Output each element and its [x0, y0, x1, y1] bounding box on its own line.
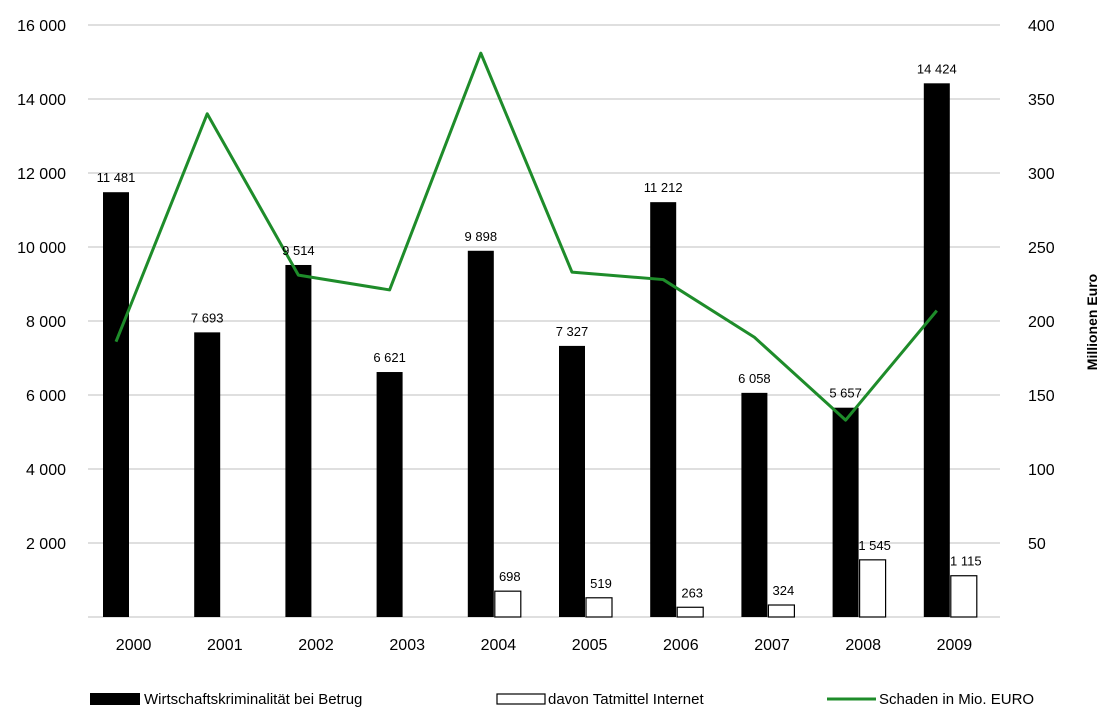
legend-label-internet: davon Tatmittel Internet — [548, 691, 704, 708]
data-label-internet-2004: 698 — [499, 569, 521, 584]
left-axis-tick-label: 8 000 — [26, 314, 66, 331]
right-axis-tick-labels: 50 100 150 200 250 300 350 400 — [1028, 18, 1055, 553]
left-axis-tick-label: 10 000 — [17, 240, 66, 257]
bar-fraud-2006 — [650, 202, 677, 617]
bar-internet-2007 — [767, 604, 796, 618]
right-axis-tick-label: 200 — [1028, 314, 1055, 331]
bar-fraud-2000 — [103, 192, 129, 617]
data-label-fraud-2007: 6 058 — [738, 371, 771, 386]
x-axis-tick-label: 2000 — [116, 637, 152, 654]
data-label-internet-2006: 263 — [681, 585, 703, 600]
data-labels: 11 481 7 693 9 514 6 621 9 898 698 7 327 519 11 … — [97, 61, 982, 600]
bar-fraud-2002 — [285, 264, 312, 617]
bar-internet-2004 — [494, 590, 522, 618]
x-axis-tick-label: 2006 — [663, 637, 699, 654]
bars — [103, 83, 978, 618]
data-label-fraud-2006: 11 212 — [644, 180, 683, 195]
x-axis-tick-label: 2002 — [298, 637, 334, 654]
bar-internet-2005 — [585, 597, 613, 618]
bar-internet-2008 — [858, 559, 887, 618]
x-axis-tick-label: 2007 — [754, 637, 790, 654]
right-axis-tick-label: 50 — [1028, 536, 1046, 553]
legend-swatch-internet — [496, 693, 546, 705]
x-axis-tick-label: 2005 — [572, 637, 608, 654]
bar-fraud-2004 — [467, 250, 494, 618]
damage-line-series — [114, 51, 938, 422]
x-axis-tick-labels: 2000 2001 2002 2003 2004 2005 2006 2007 2008 2009 — [116, 637, 972, 654]
data-label-fraud-2000: 11 481 — [97, 170, 136, 185]
bar-internet-2006 — [676, 606, 704, 618]
legend-label-fraud: Wirtschaftskriminalität bei Betrug — [144, 691, 362, 708]
bar-fraud-2003 — [376, 372, 403, 617]
data-label-internet-2007: 324 — [773, 583, 795, 598]
bar-fraud-2008 — [832, 407, 859, 617]
x-axis-tick-label: 2009 — [937, 637, 973, 654]
left-axis-tick-labels: 2 000 4 000 6 000 8 000 10 000 12 000 14 000 16… — [17, 18, 66, 553]
data-label-fraud-2002: 9 514 — [282, 243, 315, 258]
data-label-internet-2009: 1 115 — [950, 554, 982, 569]
data-label-internet-2005: 519 — [590, 576, 612, 591]
data-label-fraud-2004: 9 898 — [465, 229, 498, 244]
bar-internet-2009 — [950, 575, 978, 618]
gridlines — [88, 24, 1000, 618]
left-axis-tick-label: 4 000 — [26, 462, 66, 479]
x-axis-tick-label: 2003 — [389, 637, 425, 654]
data-label-fraud-2003: 6 621 — [373, 350, 406, 365]
right-axis-tick-label: 250 — [1028, 240, 1055, 257]
legend-swatch-fraud — [90, 693, 140, 705]
data-label-fraud-2009: 14 424 — [917, 61, 957, 76]
right-axis-tick-label: 400 — [1028, 18, 1055, 35]
right-axis-label: Millionen Euro — [1084, 274, 1100, 370]
x-axis-tick-label: 2001 — [207, 637, 243, 654]
legend-label-damage: Schaden in Mio. EURO — [879, 691, 1034, 708]
data-label-fraud-2001: 7 693 — [191, 310, 224, 325]
bar-fraud-2001 — [194, 332, 221, 617]
data-label-fraud-2008: 5 657 — [829, 386, 862, 401]
left-axis-tick-label: 6 000 — [26, 388, 66, 405]
left-axis-tick-label: 16 000 — [17, 18, 66, 35]
damage-line — [114, 51, 938, 422]
right-axis-tick-label: 100 — [1028, 462, 1055, 479]
x-axis-tick-label: 2004 — [481, 637, 517, 654]
left-axis-tick-label: 14 000 — [17, 92, 66, 109]
bar-fraud-2007 — [741, 392, 768, 617]
bar-fraud-2005 — [559, 345, 585, 617]
right-axis-tick-label: 150 — [1028, 388, 1055, 405]
data-label-internet-2008: 1 545 — [858, 538, 891, 553]
data-label-fraud-2005: 7 327 — [556, 324, 589, 339]
left-axis-tick-label: 12 000 — [17, 166, 66, 183]
x-axis-tick-label: 2008 — [845, 637, 881, 654]
legend: Wirtschaftskriminalität bei Betrug davon … — [90, 691, 1034, 708]
left-axis-tick-label: 2 000 — [26, 536, 66, 553]
bar-fraud-2009 — [923, 83, 950, 617]
right-axis-tick-label: 300 — [1028, 166, 1055, 183]
right-axis-tick-label: 350 — [1028, 92, 1055, 109]
